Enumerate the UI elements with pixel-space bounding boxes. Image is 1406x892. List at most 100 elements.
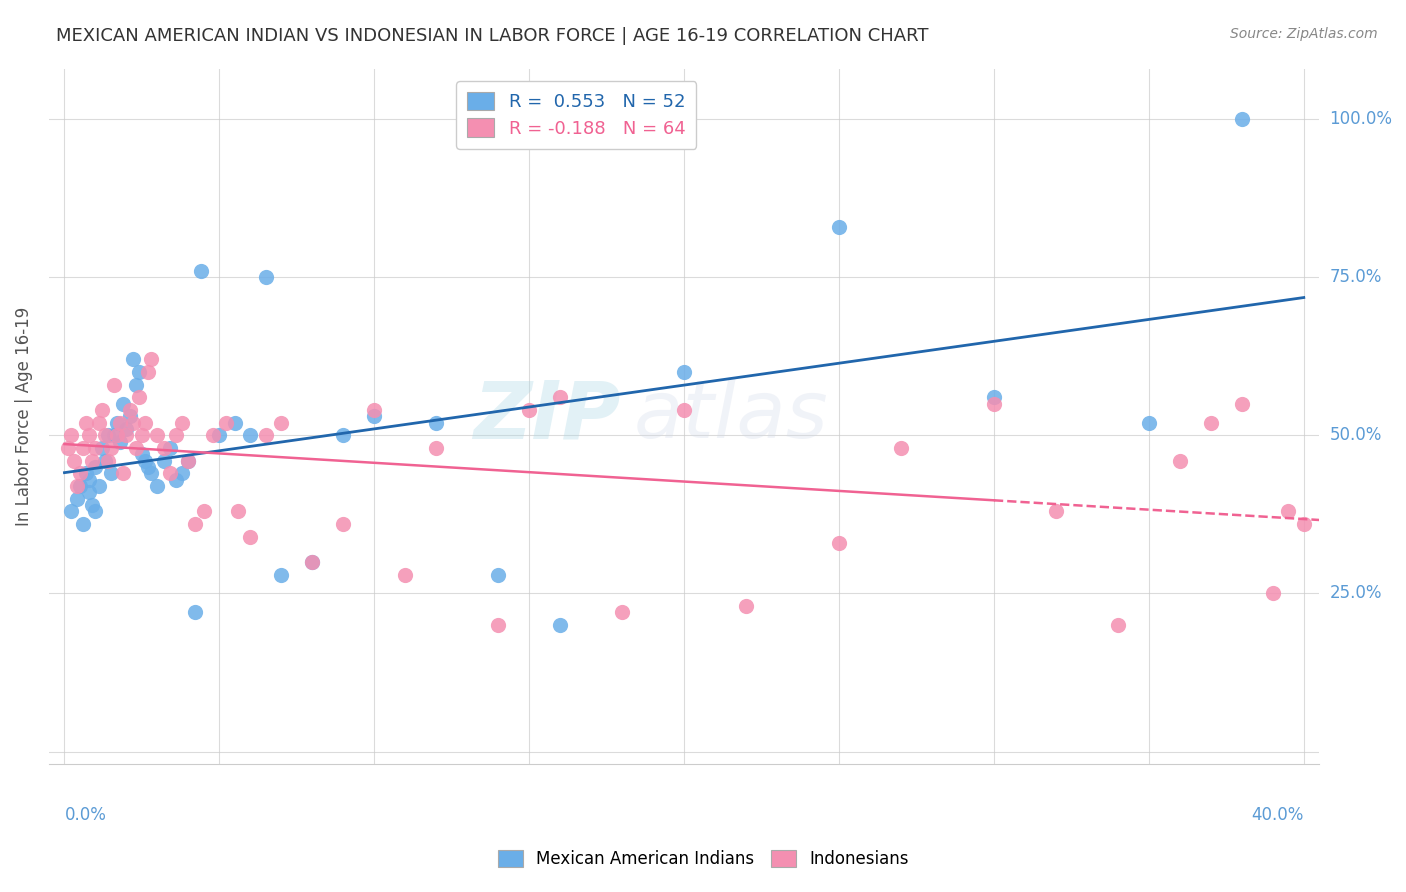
Point xyxy=(224,416,246,430)
Point xyxy=(301,555,323,569)
Point xyxy=(254,428,277,442)
Point xyxy=(152,441,174,455)
Point xyxy=(270,416,292,430)
Point xyxy=(82,453,104,467)
Point xyxy=(90,441,112,455)
Point xyxy=(673,403,696,417)
Point xyxy=(172,416,194,430)
Point xyxy=(1137,416,1160,430)
Text: 25.0%: 25.0% xyxy=(1330,584,1382,602)
Point xyxy=(172,467,194,481)
Text: 40.0%: 40.0% xyxy=(1251,806,1303,824)
Point xyxy=(121,416,143,430)
Legend: R =  0.553   N = 52, R = -0.188   N = 64: R = 0.553 N = 52, R = -0.188 N = 64 xyxy=(456,81,696,149)
Point xyxy=(828,536,851,550)
Point xyxy=(77,473,100,487)
Point xyxy=(75,416,97,430)
Point xyxy=(125,441,148,455)
Point xyxy=(890,441,912,455)
Point xyxy=(190,264,212,278)
Point xyxy=(112,397,135,411)
Point xyxy=(134,416,156,430)
Point xyxy=(69,479,91,493)
Point xyxy=(87,479,110,493)
Point xyxy=(165,428,187,442)
Point xyxy=(226,504,249,518)
Point xyxy=(363,409,385,424)
Point xyxy=(177,453,200,467)
Point xyxy=(425,441,447,455)
Text: Source: ZipAtlas.com: Source: ZipAtlas.com xyxy=(1230,27,1378,41)
Point xyxy=(983,397,1005,411)
Point xyxy=(121,352,143,367)
Point xyxy=(115,422,138,436)
Point xyxy=(72,441,94,455)
Point xyxy=(673,365,696,379)
Point xyxy=(239,428,262,442)
Point xyxy=(548,391,571,405)
Point xyxy=(59,504,82,518)
Point xyxy=(110,416,132,430)
Point xyxy=(486,618,509,632)
Point xyxy=(1107,618,1129,632)
Point xyxy=(301,555,323,569)
Point xyxy=(59,428,82,442)
Point xyxy=(97,428,120,442)
Point xyxy=(77,485,100,500)
Point xyxy=(183,516,205,531)
Y-axis label: In Labor Force | Age 16-19: In Labor Force | Age 16-19 xyxy=(15,307,32,526)
Point xyxy=(394,567,416,582)
Point xyxy=(77,428,100,442)
Point xyxy=(131,447,153,461)
Point xyxy=(1292,516,1315,531)
Point xyxy=(100,441,122,455)
Point xyxy=(239,530,262,544)
Text: MEXICAN AMERICAN INDIAN VS INDONESIAN IN LABOR FORCE | AGE 16-19 CORRELATION CHA: MEXICAN AMERICAN INDIAN VS INDONESIAN IN… xyxy=(56,27,929,45)
Point xyxy=(152,453,174,467)
Point xyxy=(84,441,107,455)
Point xyxy=(93,428,115,442)
Point xyxy=(425,416,447,430)
Point xyxy=(177,453,200,467)
Point xyxy=(69,467,91,481)
Point xyxy=(84,460,107,475)
Point xyxy=(136,460,159,475)
Point xyxy=(193,504,215,518)
Point xyxy=(118,403,141,417)
Point xyxy=(128,391,150,405)
Point xyxy=(75,467,97,481)
Point xyxy=(136,365,159,379)
Point xyxy=(202,428,225,442)
Point xyxy=(159,467,181,481)
Point xyxy=(115,428,138,442)
Point xyxy=(110,434,132,449)
Point xyxy=(254,270,277,285)
Point xyxy=(486,567,509,582)
Point xyxy=(87,416,110,430)
Point xyxy=(66,491,89,506)
Point xyxy=(146,479,169,493)
Point xyxy=(983,391,1005,405)
Point xyxy=(517,403,540,417)
Point xyxy=(128,365,150,379)
Text: 100.0%: 100.0% xyxy=(1330,110,1392,128)
Point xyxy=(828,219,851,234)
Point xyxy=(82,498,104,512)
Text: 50.0%: 50.0% xyxy=(1330,426,1382,444)
Point xyxy=(134,453,156,467)
Point xyxy=(208,428,231,442)
Point xyxy=(548,618,571,632)
Point xyxy=(97,453,120,467)
Point xyxy=(131,428,153,442)
Point xyxy=(1261,586,1284,600)
Point xyxy=(214,416,236,430)
Point xyxy=(105,428,128,442)
Point xyxy=(66,479,89,493)
Point xyxy=(165,473,187,487)
Point xyxy=(90,403,112,417)
Point xyxy=(103,428,125,442)
Text: ZIP: ZIP xyxy=(474,377,620,456)
Legend: Mexican American Indians, Indonesians: Mexican American Indians, Indonesians xyxy=(491,843,915,875)
Point xyxy=(1277,504,1299,518)
Point xyxy=(141,467,163,481)
